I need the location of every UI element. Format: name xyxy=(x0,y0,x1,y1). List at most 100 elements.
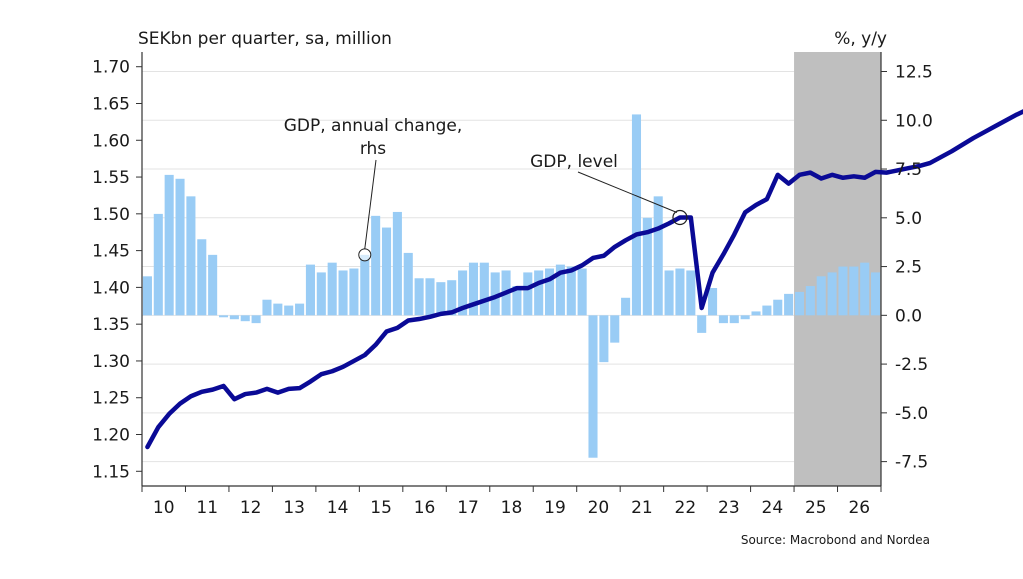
bar xyxy=(316,272,326,316)
bar xyxy=(414,278,424,316)
bar xyxy=(371,215,381,316)
gridlines xyxy=(142,71,881,463)
axes xyxy=(136,52,887,492)
bar xyxy=(403,252,413,316)
bar xyxy=(686,270,696,316)
right-tick-labels: 12.5 10.0 7.5 5.0 2.5 0.0 -2.5 -5.0 -7.5 xyxy=(895,63,933,473)
bar xyxy=(740,315,750,320)
bar xyxy=(208,254,218,316)
bar-annotation-leader xyxy=(364,159,377,249)
bar xyxy=(218,315,229,318)
bar xyxy=(653,196,663,316)
right-tick-label: 2.5 xyxy=(895,258,922,278)
right-tick-label: 5.0 xyxy=(895,209,922,229)
bar xyxy=(816,276,826,316)
bar xyxy=(468,262,478,316)
bar xyxy=(664,270,674,316)
left-tick-label: 1.15 xyxy=(92,462,130,482)
bar xyxy=(784,293,794,316)
bar xyxy=(588,315,598,458)
bar xyxy=(577,268,587,316)
bar xyxy=(458,270,468,316)
bar xyxy=(621,297,631,316)
right-tick-label: 12.5 xyxy=(895,63,933,83)
bar xyxy=(186,196,196,316)
left-tick-label: 1.50 xyxy=(92,205,130,225)
bar xyxy=(751,311,761,316)
x-tick-label: 19 xyxy=(544,498,566,518)
bar xyxy=(164,174,174,316)
bar xyxy=(523,272,533,316)
bar xyxy=(197,239,207,316)
bar xyxy=(838,266,848,316)
x-tick-label: 22 xyxy=(675,498,697,518)
bar xyxy=(805,286,815,316)
bar-annotation-line1: GDP, annual change, xyxy=(284,116,463,136)
bar xyxy=(675,268,685,316)
bar xyxy=(273,303,283,316)
bar xyxy=(762,305,772,316)
line-annotation-leader xyxy=(577,171,678,213)
bar xyxy=(631,114,642,316)
x-tick-label: 17 xyxy=(457,498,479,518)
bar xyxy=(490,272,500,316)
x-tick-label: 12 xyxy=(240,498,262,518)
left-tick-label: 1.60 xyxy=(92,131,130,151)
bar-series xyxy=(142,114,881,458)
bar xyxy=(849,266,859,316)
source-note: Source: Macrobond and Nordea xyxy=(741,533,930,547)
bar xyxy=(599,315,609,363)
bar xyxy=(860,262,870,316)
line-annotation-marker xyxy=(672,209,688,226)
bar xyxy=(794,291,805,316)
x-tick-label: 10 xyxy=(153,498,175,518)
bar xyxy=(392,211,402,316)
bar xyxy=(360,254,370,316)
bar xyxy=(153,213,163,316)
x-tick-label: 15 xyxy=(370,498,392,518)
x-tick-label: 21 xyxy=(631,498,653,518)
left-tick-label: 1.35 xyxy=(92,315,130,335)
bar xyxy=(240,315,250,322)
right-tick-label: 10.0 xyxy=(895,111,933,131)
bar xyxy=(555,264,565,316)
x-tick-label: 14 xyxy=(327,498,349,518)
right-tick-label: 7.5 xyxy=(895,160,922,180)
bar xyxy=(251,315,261,324)
bar xyxy=(425,278,435,316)
left-tick-labels: 1.70 1.65 1.60 1.55 1.50 1.45 1.40 1.35 1.30 1.25… xyxy=(92,58,130,483)
left-tick-label: 1.45 xyxy=(92,242,130,262)
bar xyxy=(284,305,294,316)
bar xyxy=(295,303,305,316)
bar xyxy=(447,280,457,316)
bar xyxy=(349,268,359,316)
bar xyxy=(697,315,707,333)
x-tick-label: 13 xyxy=(283,498,305,518)
left-tick-label: 1.25 xyxy=(92,389,130,409)
bar xyxy=(305,264,315,316)
left-tick-label: 1.70 xyxy=(92,58,130,78)
right-tick-label: 0.0 xyxy=(895,306,922,326)
bar-annotation-line2: rhs xyxy=(360,139,386,159)
bar xyxy=(327,262,337,316)
bar xyxy=(718,315,728,324)
x-tick-label: 24 xyxy=(762,498,784,518)
bar xyxy=(512,286,522,316)
bar-annotation-marker xyxy=(358,248,372,262)
right-tick-label: -2.5 xyxy=(895,355,928,375)
x-tick-label: 20 xyxy=(588,498,610,518)
bar xyxy=(142,276,152,316)
right-tick-label: -7.5 xyxy=(895,453,928,473)
bar xyxy=(773,299,783,316)
left-tick-label: 1.40 xyxy=(92,278,130,298)
left-tick-label: 1.20 xyxy=(92,426,130,446)
bar xyxy=(827,272,837,316)
right-tick-label: -5.0 xyxy=(895,404,928,424)
right-axis-label: %, y/y xyxy=(834,29,887,49)
bar xyxy=(729,315,739,324)
bar xyxy=(545,268,555,316)
x-tick-label: 16 xyxy=(414,498,436,518)
bar xyxy=(610,315,620,343)
bar xyxy=(479,262,489,316)
bar xyxy=(566,266,576,316)
